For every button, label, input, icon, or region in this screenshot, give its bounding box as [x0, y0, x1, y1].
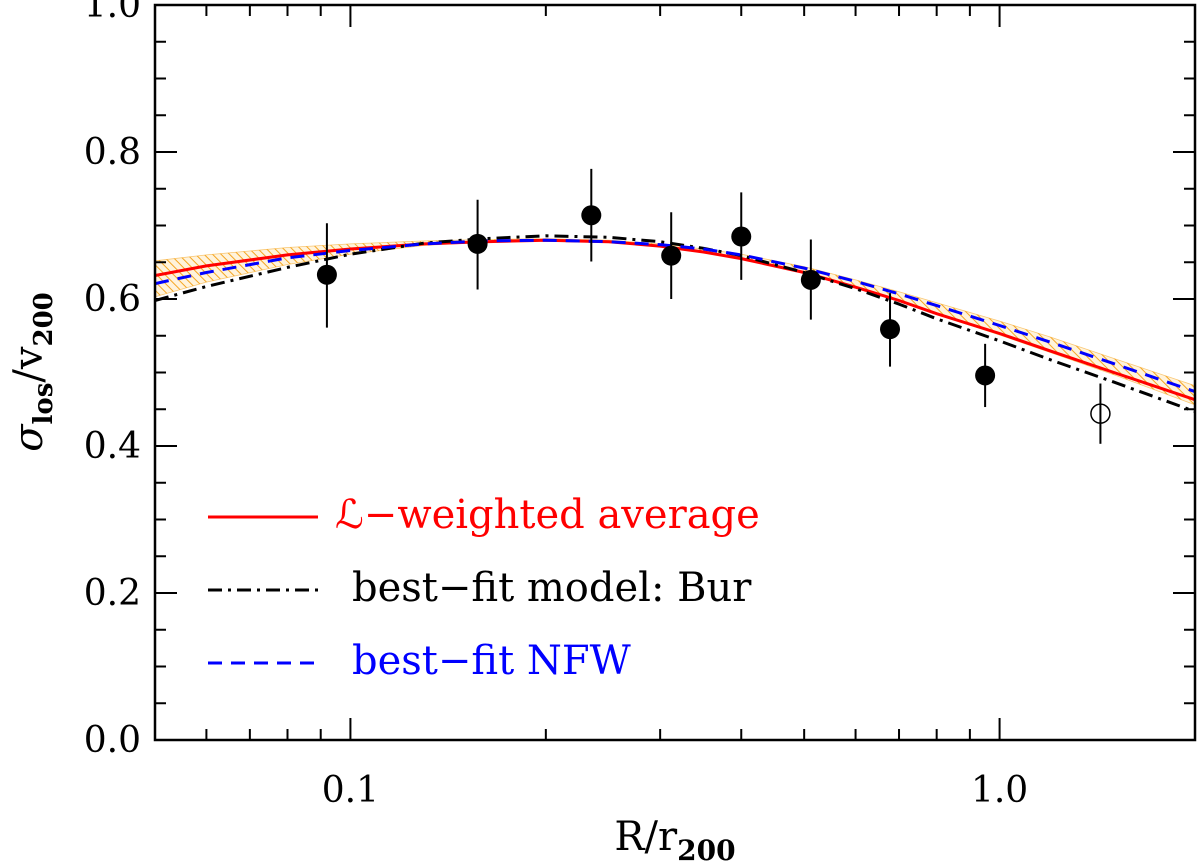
x-axis-title-main: R/r [614, 814, 678, 860]
data-points [316, 168, 1111, 444]
y-axis-title-sub2: 200 [29, 292, 59, 346]
x-tick-label: 0.1 [322, 770, 379, 811]
data-point-1 [316, 264, 337, 285]
y-axis-title-slash: /v [6, 346, 52, 382]
data-point-5 [731, 226, 752, 247]
legend-label-best-fit-nfw: best−fit NFW [352, 638, 631, 684]
data-point-7 [880, 319, 901, 340]
legend-label-best-fit-bur: best−fit model: Bur [352, 565, 752, 611]
y-tick-label: 0.4 [84, 426, 141, 467]
legend-entry-best-fit-nfw: best−fit NFW [208, 638, 631, 684]
data-point-3 [581, 205, 602, 226]
plot-frame [153, 3, 1197, 742]
y-axis-title-sigma: σ [6, 423, 52, 452]
y-tick-label: 0.0 [84, 720, 141, 761]
y-axis-title: σlos/v200 [6, 292, 59, 452]
y-tick-label: 0.8 [84, 132, 141, 173]
model-curves [155, 234, 1195, 413]
data-point-6 [800, 269, 821, 290]
x-axis-title-sub: 200 [677, 834, 735, 867]
x-axis-title: R/r200 [614, 814, 735, 867]
x-tick-label: 1.0 [971, 770, 1028, 811]
data-point-9 [1090, 403, 1111, 424]
axis-ticks [154, 4, 1196, 741]
data-point-4 [661, 245, 682, 266]
legend-entry-best-fit-bur: best−fit model: Bur [208, 565, 752, 611]
y-axis-title-sub1: los [29, 383, 59, 425]
data-point-2 [467, 233, 488, 254]
data-point-8 [975, 365, 996, 386]
y-tick-label: 0.6 [84, 279, 141, 320]
axis-tick-labels: 0.0 0.2 0.4 0.6 0.8 1.0 0.1 1.0 [84, 0, 1028, 811]
series-line-weighted-average [155, 238, 1195, 402]
legend: ℒ−weighted average best−fit model: Bur b… [208, 492, 760, 684]
legend-entry-weighted-average: ℒ−weighted average [208, 492, 760, 538]
legend-label-weighted-average: ℒ−weighted average [335, 492, 760, 538]
y-tick-label: 1.0 [84, 0, 141, 26]
series-line-best-fit-nfw [155, 238, 1195, 394]
y-tick-label: 0.2 [84, 573, 141, 614]
